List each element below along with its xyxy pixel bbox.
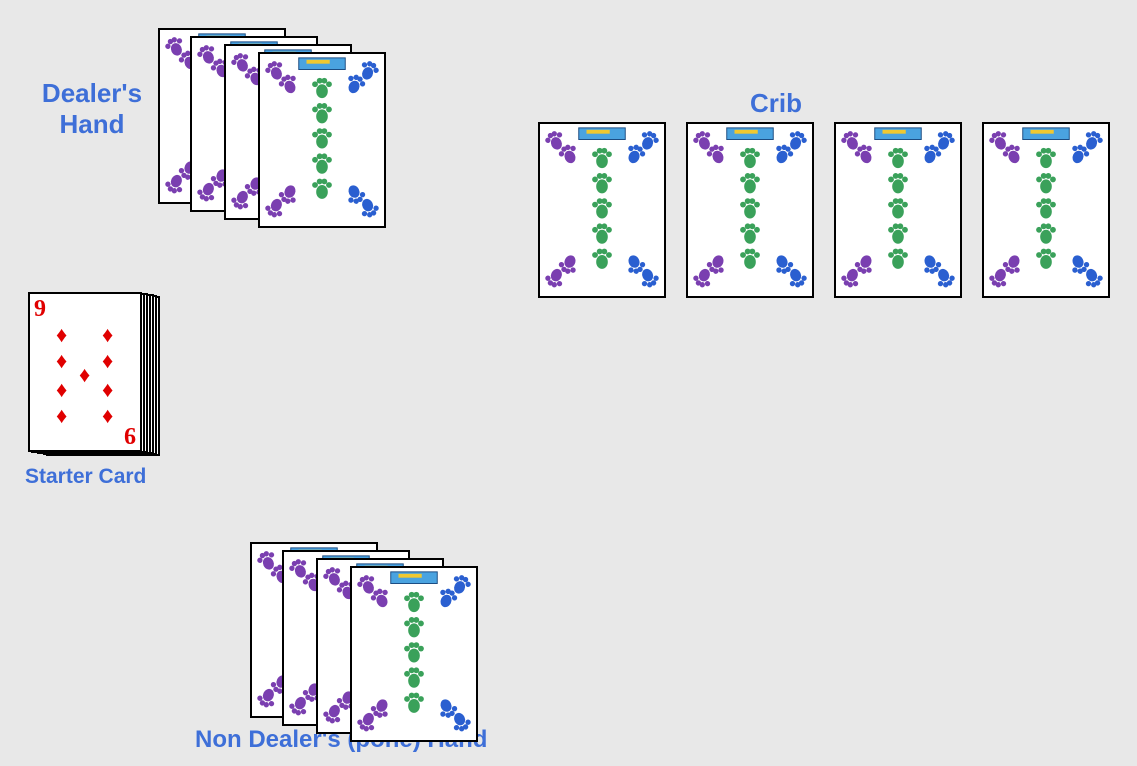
card-back-icon	[836, 124, 960, 295]
diamond-pip-icon: ♦	[56, 406, 67, 428]
card-back-icon	[984, 124, 1108, 295]
diamond-pip-icon: ♦	[102, 406, 113, 428]
crib-card[interactable]	[834, 122, 962, 298]
starter-card-label: Starter Card	[25, 464, 146, 489]
card-back-icon	[688, 124, 812, 295]
crib-card[interactable]	[982, 122, 1110, 298]
crib-card[interactable]	[538, 122, 666, 298]
card-back-icon	[260, 54, 384, 225]
diamond-pip-icon: ♦	[102, 350, 113, 372]
dealers-hand-card[interactable]	[258, 52, 386, 228]
diamond-pip-icon: ♦	[56, 380, 67, 402]
dealers-hand-label: Dealer's Hand	[22, 78, 162, 140]
starter-rank-top: 9	[34, 296, 46, 323]
diamond-pip-icon: ♦	[79, 364, 90, 386]
card-back-icon	[540, 124, 664, 295]
starter-card-face: 9 9 ♦ ♦ ♦ ♦ ♦ ♦ ♦ ♦ ♦	[30, 294, 140, 450]
card-back-icon	[352, 568, 476, 739]
crib-card[interactable]	[686, 122, 814, 298]
diamond-pip-icon: ♦	[102, 380, 113, 402]
dealers-hand-label-line2: Hand	[60, 109, 125, 139]
diamond-pip-icon: ♦	[56, 324, 67, 346]
non-dealers-hand-card[interactable]	[350, 566, 478, 742]
starter-card[interactable]: 9 9 ♦ ♦ ♦ ♦ ♦ ♦ ♦ ♦ ♦	[28, 292, 142, 452]
crib-label: Crib	[750, 88, 802, 119]
starter-rank-bottom: 9	[124, 421, 136, 448]
diamond-pip-icon: ♦	[102, 324, 113, 346]
dealers-hand-label-line1: Dealer's	[42, 78, 142, 108]
diamond-pip-icon: ♦	[56, 350, 67, 372]
